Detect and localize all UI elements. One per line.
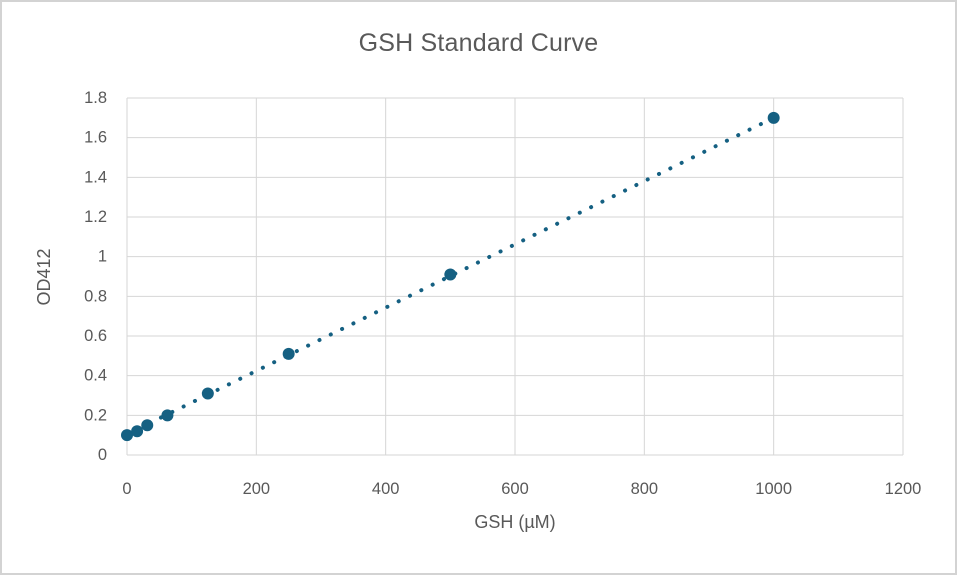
y-tick-label: 1.8: [84, 89, 107, 107]
y-tick-label: 1.4: [84, 168, 107, 186]
data-point: [282, 347, 295, 360]
x-axis-title: GSH (µM): [474, 512, 556, 532]
data-point: [141, 419, 154, 432]
y-tick-label: 0.2: [84, 406, 107, 424]
x-tick-label: 800: [631, 480, 659, 498]
y-tick-label: 1: [98, 248, 107, 266]
data-point: [767, 111, 780, 124]
x-tick-label: 600: [501, 480, 529, 498]
x-tick-label: 1000: [755, 480, 792, 498]
x-tick-label: 0: [122, 480, 131, 498]
y-tick-label: 0.4: [84, 367, 107, 385]
data-point: [131, 425, 144, 438]
data-point: [201, 387, 214, 400]
y-tick-label: 0.8: [84, 287, 107, 305]
y-axis-title: OD412: [34, 248, 54, 306]
y-tick-label: 1.6: [84, 129, 107, 147]
y-tick-label: 1.2: [84, 208, 107, 226]
data-point: [121, 429, 133, 442]
x-tick-label: 400: [372, 480, 400, 498]
x-tick-label: 1200: [885, 480, 922, 498]
data-point: [444, 268, 457, 281]
y-tick-label: 0.6: [84, 327, 107, 345]
data-point: [161, 409, 174, 422]
chart-title: GSH Standard Curve: [358, 29, 599, 57]
x-tick-label: 200: [243, 480, 271, 498]
y-tick-label: 0: [98, 446, 107, 464]
